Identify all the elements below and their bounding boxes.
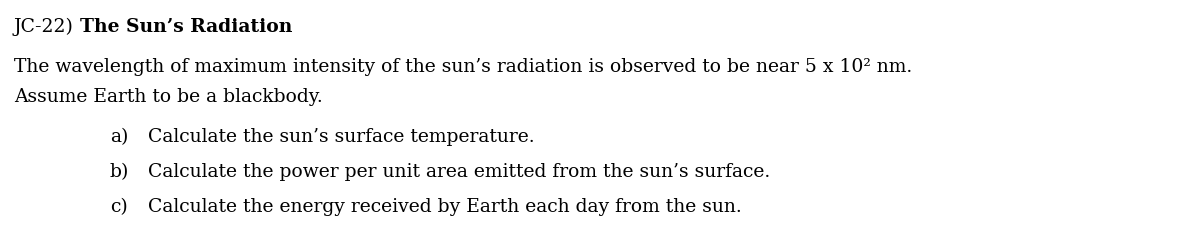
Text: Calculate the sun’s surface temperature.: Calculate the sun’s surface temperature.: [148, 128, 535, 146]
Text: Calculate the energy received by Earth each day from the sun.: Calculate the energy received by Earth e…: [148, 198, 742, 216]
Text: b): b): [110, 163, 130, 181]
Text: c): c): [110, 198, 127, 216]
Text: JC-22): JC-22): [14, 18, 80, 36]
Text: The Sun’s Radiation: The Sun’s Radiation: [80, 18, 293, 36]
Text: Assume Earth to be a blackbody.: Assume Earth to be a blackbody.: [14, 88, 323, 106]
Text: a): a): [110, 128, 128, 146]
Text: The wavelength of maximum intensity of the sun’s radiation is observed to be nea: The wavelength of maximum intensity of t…: [14, 58, 912, 76]
Text: Calculate the power per unit area emitted from the sun’s surface.: Calculate the power per unit area emitte…: [148, 163, 770, 181]
